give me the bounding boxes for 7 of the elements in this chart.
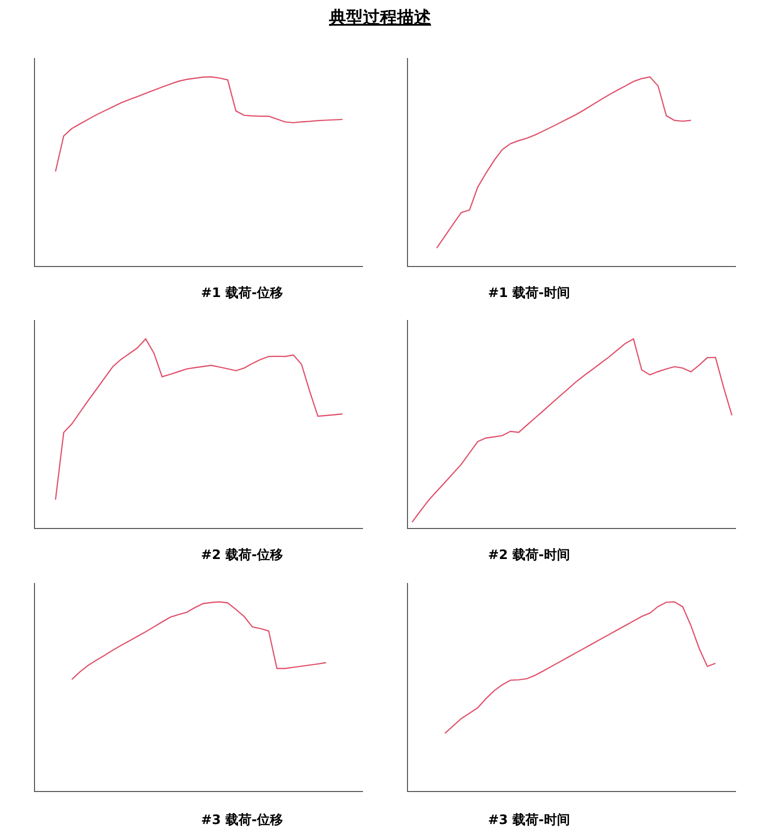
text: #1 载荷-时间 — [488, 285, 570, 301]
text: 典型过程描述 — [328, 8, 432, 28]
text: #3 载荷-位移 — [201, 812, 283, 828]
text: #3 载荷-时间 — [488, 812, 570, 828]
text: #2 载荷-时间 — [488, 547, 570, 563]
text: #2 载荷-位移 — [201, 547, 283, 563]
text: #1 载荷-位移 — [201, 285, 283, 301]
